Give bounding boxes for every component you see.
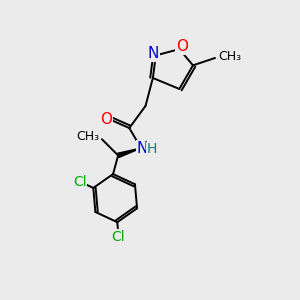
Text: N: N (136, 141, 148, 156)
Text: N: N (148, 46, 159, 61)
Text: O: O (176, 39, 188, 54)
Text: O: O (100, 112, 112, 127)
Text: CH₃: CH₃ (76, 130, 100, 143)
Text: Cl: Cl (73, 175, 87, 189)
Polygon shape (118, 148, 141, 158)
Text: CH₃: CH₃ (218, 50, 241, 63)
Text: H: H (147, 142, 158, 156)
Text: Cl: Cl (112, 230, 125, 244)
